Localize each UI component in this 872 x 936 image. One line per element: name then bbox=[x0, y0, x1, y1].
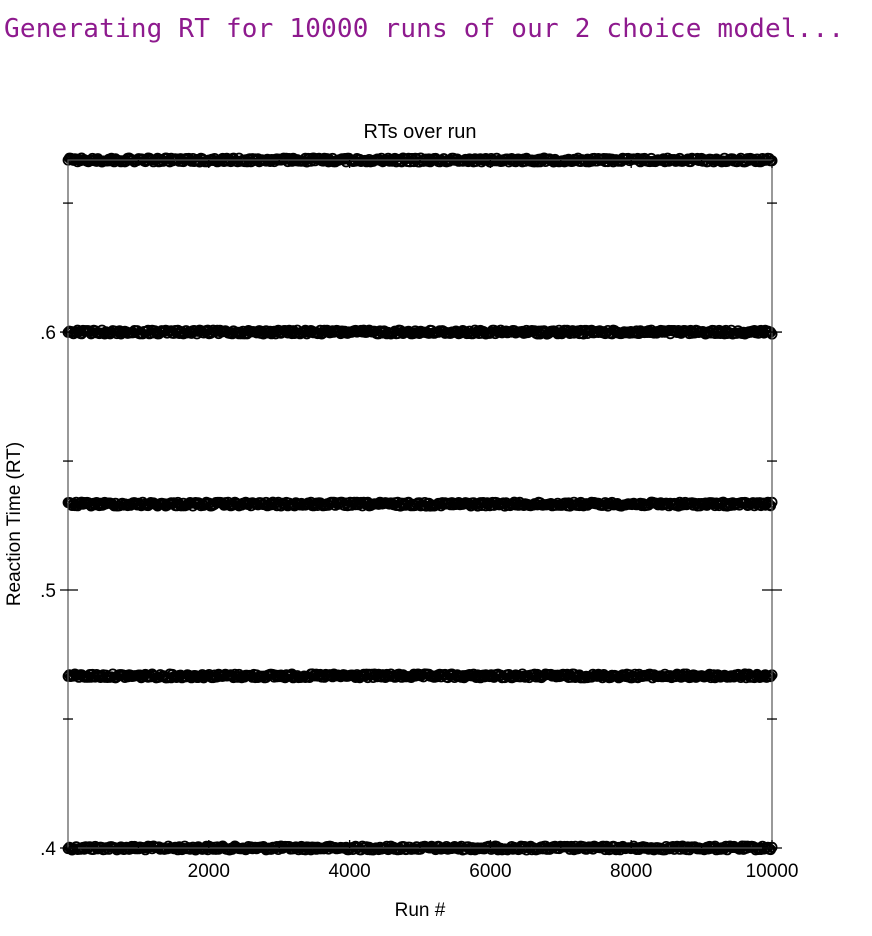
scatter-point bbox=[137, 671, 149, 683]
x-tick-label: 10000 bbox=[746, 861, 799, 882]
x-tick-label: 2000 bbox=[188, 861, 230, 882]
x-tick-label: 8000 bbox=[610, 861, 652, 882]
y-tick-label: .6 bbox=[40, 323, 56, 344]
scatter-point bbox=[732, 155, 744, 167]
x-axis-label: Run # bbox=[395, 900, 446, 921]
rt-level-band bbox=[62, 324, 778, 340]
scatter-point bbox=[594, 325, 606, 337]
scatter-point bbox=[765, 671, 777, 683]
scatter-point bbox=[462, 497, 474, 509]
chart-title: RTs over run bbox=[363, 121, 476, 143]
scatter-point bbox=[759, 499, 771, 511]
x-tick-label: 4000 bbox=[328, 861, 370, 882]
x-tick-label: 6000 bbox=[469, 861, 511, 882]
y-tick-label: .5 bbox=[40, 581, 56, 602]
y-tick-label: .4 bbox=[40, 839, 56, 860]
console-output-line: Generating RT for 10000 runs of our 2 ch… bbox=[4, 14, 845, 44]
scatter-point bbox=[607, 156, 619, 168]
y-axis-label: Reaction Time (RT) bbox=[4, 442, 25, 606]
scatter-point bbox=[369, 668, 381, 680]
scatter-points bbox=[62, 152, 778, 856]
rt-level-band bbox=[62, 668, 778, 684]
rt-level-band bbox=[62, 496, 778, 512]
axis-ticks: 2000 4000 6000 8000 10000 .4 .5 .6 bbox=[40, 160, 798, 882]
scatter-point bbox=[306, 668, 318, 680]
rt-level-band bbox=[62, 840, 778, 856]
